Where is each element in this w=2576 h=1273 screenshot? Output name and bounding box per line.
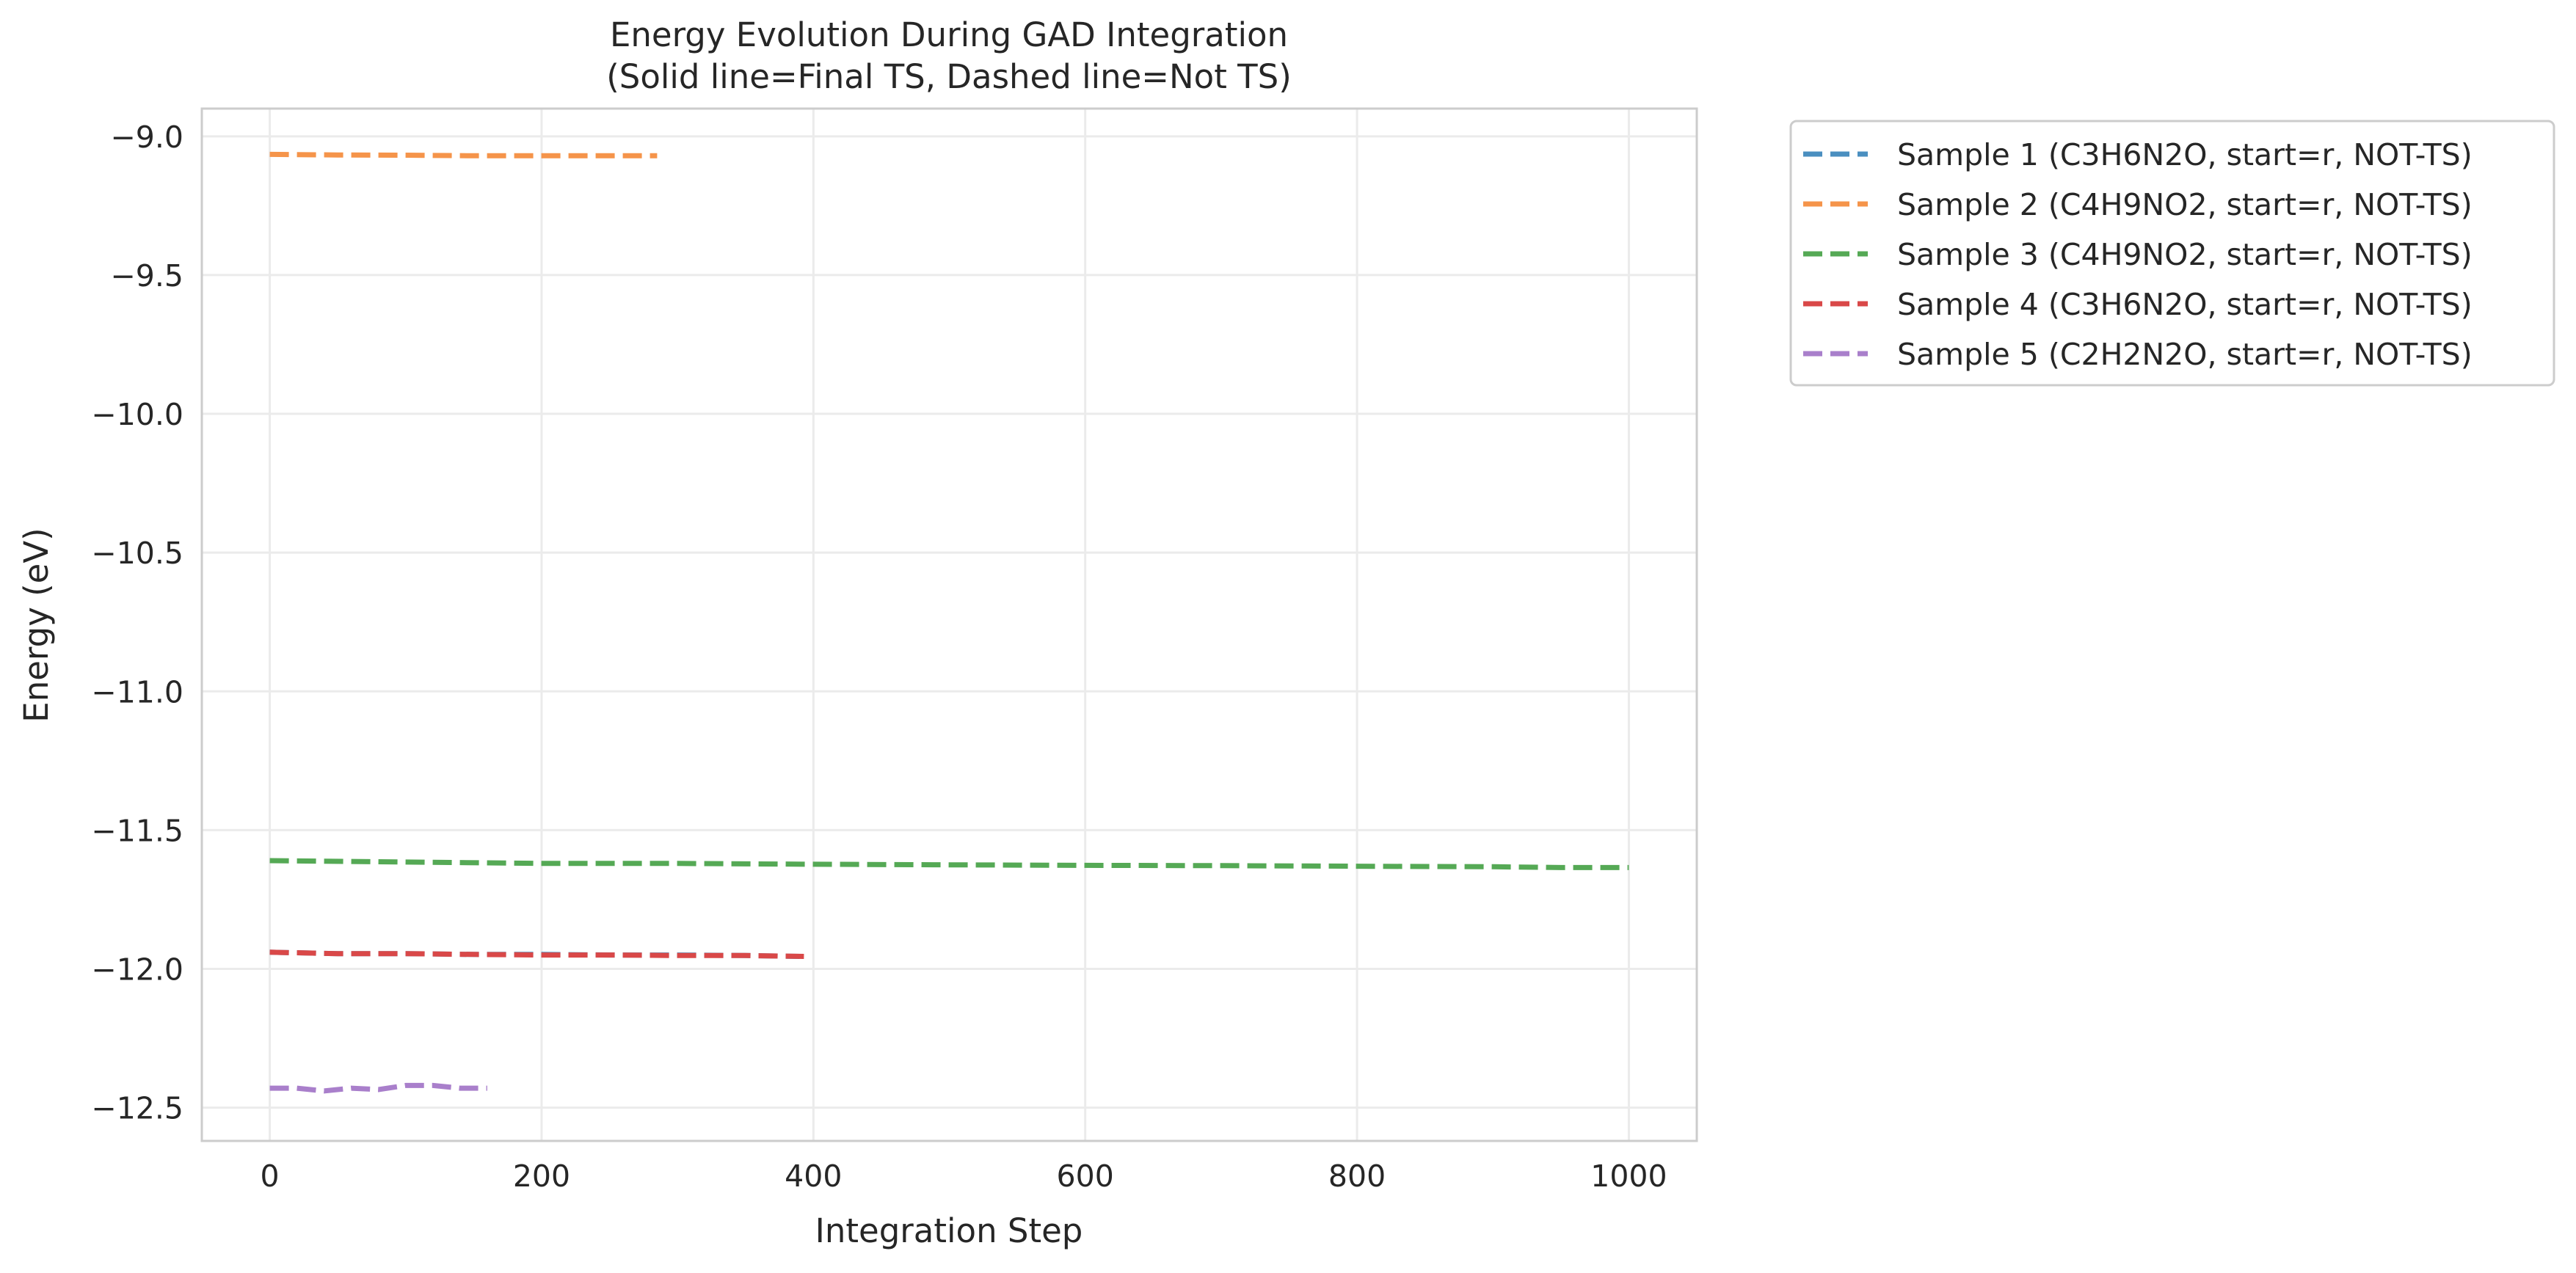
x-tick-labels: 0 200 400 600 800 1000 <box>261 1159 1667 1194</box>
legend-label-5: Sample 5 (C2H2N2O, start=r, NOT-TS) <box>1897 337 2473 372</box>
y-tick-label: −10.0 <box>91 397 183 432</box>
legend-label-4: Sample 4 (C3H6N2O, start=r, NOT-TS) <box>1897 287 2473 322</box>
plot-frame <box>200 107 1698 1142</box>
x-tick-label: 800 <box>1328 1159 1386 1194</box>
y-tick-label: −11.0 <box>91 674 183 710</box>
legend-label-1: Sample 1 (C3H6N2O, start=r, NOT-TS) <box>1897 137 2473 172</box>
series-layer <box>269 151 1629 1094</box>
chart-title: Energy Evolution During GAD Integration <box>610 15 1288 54</box>
legend-label-2: Sample 2 (C4H9NO2, start=r, NOT-TS) <box>1897 187 2473 222</box>
x-tick-label: 1000 <box>1590 1159 1667 1194</box>
x-tick-label: 200 <box>513 1159 570 1194</box>
legend-label-3: Sample 3 (C4H9NO2, start=r, NOT-TS) <box>1897 237 2473 272</box>
chart-subtitle: (Solid line=Final TS, Dashed line=Not TS… <box>606 57 1292 96</box>
y-axis-label: Energy (eV) <box>17 528 56 722</box>
grid <box>202 109 1697 1141</box>
y-tick-label: −9.0 <box>110 120 183 155</box>
y-tick-label: −11.5 <box>91 813 183 848</box>
y-tick-label: −10.5 <box>91 536 183 571</box>
x-tick-label: 600 <box>1057 1159 1114 1194</box>
legend: Sample 1 (C3H6N2O, start=r, NOT-TS) Sampl… <box>1789 120 2555 387</box>
series-line-4 <box>269 949 804 959</box>
legend-box <box>1789 120 2555 387</box>
x-tick-label: 400 <box>785 1159 842 1194</box>
y-tick-label: −12.5 <box>91 1091 183 1126</box>
series-line-5 <box>269 1082 487 1094</box>
x-tick-label: 0 <box>261 1159 280 1194</box>
series-line-3 <box>269 858 1629 870</box>
y-tick-labels: −9.0 −9.5 −10.0 −10.5 −11.0 −11.5 −12.0 −12.5 <box>91 120 183 1126</box>
y-tick-label: −12.0 <box>91 952 183 988</box>
y-tick-label: −9.5 <box>110 258 183 293</box>
x-axis-label: Integration Step <box>815 1211 1083 1250</box>
series-line-2 <box>269 151 658 158</box>
